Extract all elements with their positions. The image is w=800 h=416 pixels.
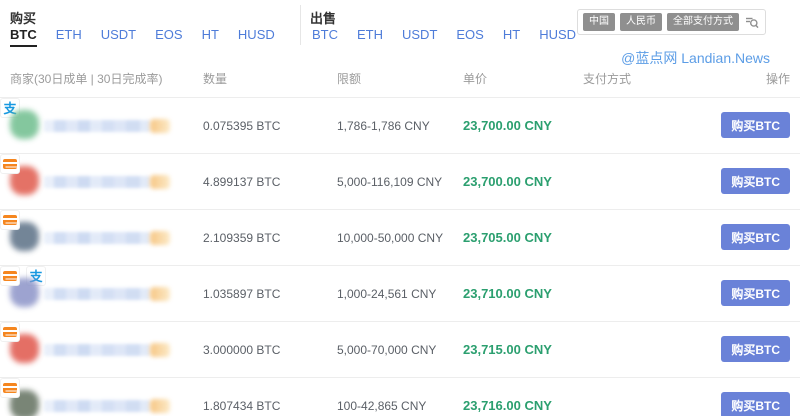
limit-value: 5,000-70,000 CNY bbox=[337, 343, 437, 357]
bankcard-icon bbox=[0, 378, 20, 398]
tab-eos[interactable]: EOS bbox=[155, 27, 183, 42]
merchant-name-blurred bbox=[44, 400, 150, 412]
payment-filter-button[interactable]: 全部支付方式 bbox=[667, 13, 739, 31]
amount-value: 2.109359 BTC bbox=[203, 231, 281, 245]
table-header: 商家(30日成单 | 30日完成率) 数量 限额 单价 支付方式 操作 bbox=[0, 64, 800, 98]
price-value: 23,715.00 CNY bbox=[463, 342, 552, 357]
currency-filter-button[interactable]: 人民币 bbox=[620, 13, 662, 31]
payment-methods: 支 bbox=[0, 266, 800, 286]
buy-btc-button[interactable]: 购买BTC bbox=[721, 336, 790, 362]
tab-usdt[interactable]: USDT bbox=[402, 27, 438, 42]
payment-methods bbox=[0, 322, 800, 342]
header-merchant: 商家(30日成单 | 30日完成率) bbox=[10, 72, 163, 86]
tab-husd[interactable]: HUSD bbox=[539, 27, 577, 42]
merchant-badge-blurred bbox=[150, 119, 170, 133]
bankcard-icon bbox=[0, 154, 20, 174]
bankcard-icon bbox=[0, 322, 20, 342]
site-watermark: @蓝点网 Landian.News bbox=[621, 50, 770, 66]
tab-usdt[interactable]: USDT bbox=[100, 27, 137, 42]
price-value: 23,705.00 CNY bbox=[463, 230, 552, 245]
header-price: 单价 bbox=[463, 72, 488, 86]
amount-value: 4.899137 BTC bbox=[203, 175, 281, 189]
limit-value: 1,786-1,786 CNY bbox=[337, 119, 430, 133]
table-row: 3.000000 BTC 5,000-70,000 CNY 23,715.00 … bbox=[0, 322, 800, 378]
tab-btc[interactable]: BTC bbox=[312, 27, 338, 42]
tab-ht[interactable]: HT bbox=[201, 27, 219, 42]
table-row: 2.109359 BTC 10,000-50,000 CNY 23,705.00… bbox=[0, 210, 800, 266]
header-amount: 数量 bbox=[203, 72, 228, 86]
header-limit: 限额 bbox=[337, 72, 362, 86]
merchant-badge-blurred bbox=[150, 175, 170, 189]
sell-section-title: 出售 bbox=[310, 11, 337, 26]
price-value: 23,710.00 CNY bbox=[463, 286, 552, 301]
buy-btc-button[interactable]: 购买BTC bbox=[721, 280, 790, 306]
merchant-name-blurred bbox=[44, 120, 150, 132]
limit-value: 5,000-116,109 CNY bbox=[337, 175, 443, 189]
region-filter-button[interactable]: 中国 bbox=[583, 13, 615, 31]
table-row: 0.075395 BTC 1,786-1,786 CNY 23,700.00 C… bbox=[0, 98, 800, 154]
buy-btc-button[interactable]: 购买BTC bbox=[721, 392, 790, 416]
amount-value: 3.000000 BTC bbox=[203, 343, 281, 357]
merchant-name-blurred bbox=[44, 232, 150, 244]
payment-methods bbox=[0, 210, 800, 230]
table-body: 0.075395 BTC 1,786-1,786 CNY 23,700.00 C… bbox=[0, 98, 800, 416]
price-value: 23,716.00 CNY bbox=[463, 398, 552, 413]
buy-coin-tabs: BTC ETH USDT EOS HT HUSD bbox=[10, 27, 275, 47]
payment-methods: 支 bbox=[0, 98, 800, 118]
merchant-badge-blurred bbox=[150, 343, 170, 357]
tab-ht[interactable]: HT bbox=[502, 27, 521, 42]
sell-coin-tabs: BTC ETH USDT EOS HT HUSD bbox=[312, 27, 576, 45]
merchant-avatar bbox=[10, 110, 39, 139]
merchant-badge-blurred bbox=[150, 231, 170, 245]
table-row: 1.035897 BTC 1,000-24,561 CNY 23,710.00 … bbox=[0, 266, 800, 322]
table-row: 4.899137 BTC 5,000-116,109 CNY 23,700.00… bbox=[0, 154, 800, 210]
limit-value: 1,000-24,561 CNY bbox=[337, 287, 437, 301]
merchant-badge-blurred bbox=[150, 399, 170, 413]
merchant-name-blurred bbox=[44, 288, 150, 300]
tab-eth[interactable]: ETH bbox=[55, 27, 82, 42]
tab-eos[interactable]: EOS bbox=[456, 27, 484, 42]
amount-value: 1.035897 BTC bbox=[203, 287, 281, 301]
limit-value: 100-42,865 CNY bbox=[337, 399, 427, 413]
section-divider bbox=[300, 5, 301, 45]
buy-btc-button[interactable]: 购买BTC bbox=[721, 224, 790, 250]
payment-methods bbox=[0, 378, 800, 398]
limit-value: 10,000-50,000 CNY bbox=[337, 231, 444, 245]
merchant-name-blurred bbox=[44, 176, 150, 188]
amount-value: 1.807434 BTC bbox=[203, 399, 281, 413]
top-bar: 购买 BTC ETH USDT EOS HT HUSD 出售 BTC ETH USDT EOS H… bbox=[0, 0, 800, 66]
tab-husd[interactable]: HUSD bbox=[237, 27, 275, 42]
buy-btc-button[interactable]: 购买BTC bbox=[721, 168, 790, 194]
merchant-badge-blurred bbox=[150, 287, 170, 301]
filter-bar: 中国 人民币 全部支付方式 bbox=[577, 9, 766, 35]
table-row: 1.807434 BTC 100-42,865 CNY 23,716.00 CN… bbox=[0, 378, 800, 416]
header-payment: 支付方式 bbox=[583, 72, 632, 86]
payment-methods bbox=[0, 154, 800, 174]
amount-value: 0.075395 BTC bbox=[203, 119, 281, 133]
tab-btc[interactable]: BTC bbox=[10, 27, 37, 47]
buy-section-title: 购买 bbox=[10, 11, 37, 26]
bankcard-icon bbox=[0, 210, 20, 230]
price-value: 23,700.00 CNY bbox=[463, 174, 552, 189]
tab-eth[interactable]: ETH bbox=[357, 27, 383, 42]
merchant-name-blurred bbox=[44, 344, 150, 356]
filter-search-icon[interactable] bbox=[744, 14, 760, 30]
header-action: 操作 bbox=[765, 72, 790, 86]
price-value: 23,700.00 CNY bbox=[463, 118, 552, 133]
buy-btc-button[interactable]: 购买BTC bbox=[721, 112, 790, 138]
bankcard-icon bbox=[0, 266, 20, 286]
